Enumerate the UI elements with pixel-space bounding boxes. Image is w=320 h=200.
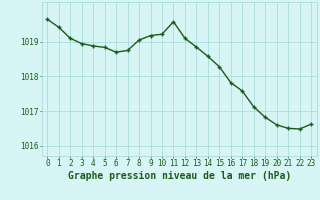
X-axis label: Graphe pression niveau de la mer (hPa): Graphe pression niveau de la mer (hPa) (68, 171, 291, 181)
